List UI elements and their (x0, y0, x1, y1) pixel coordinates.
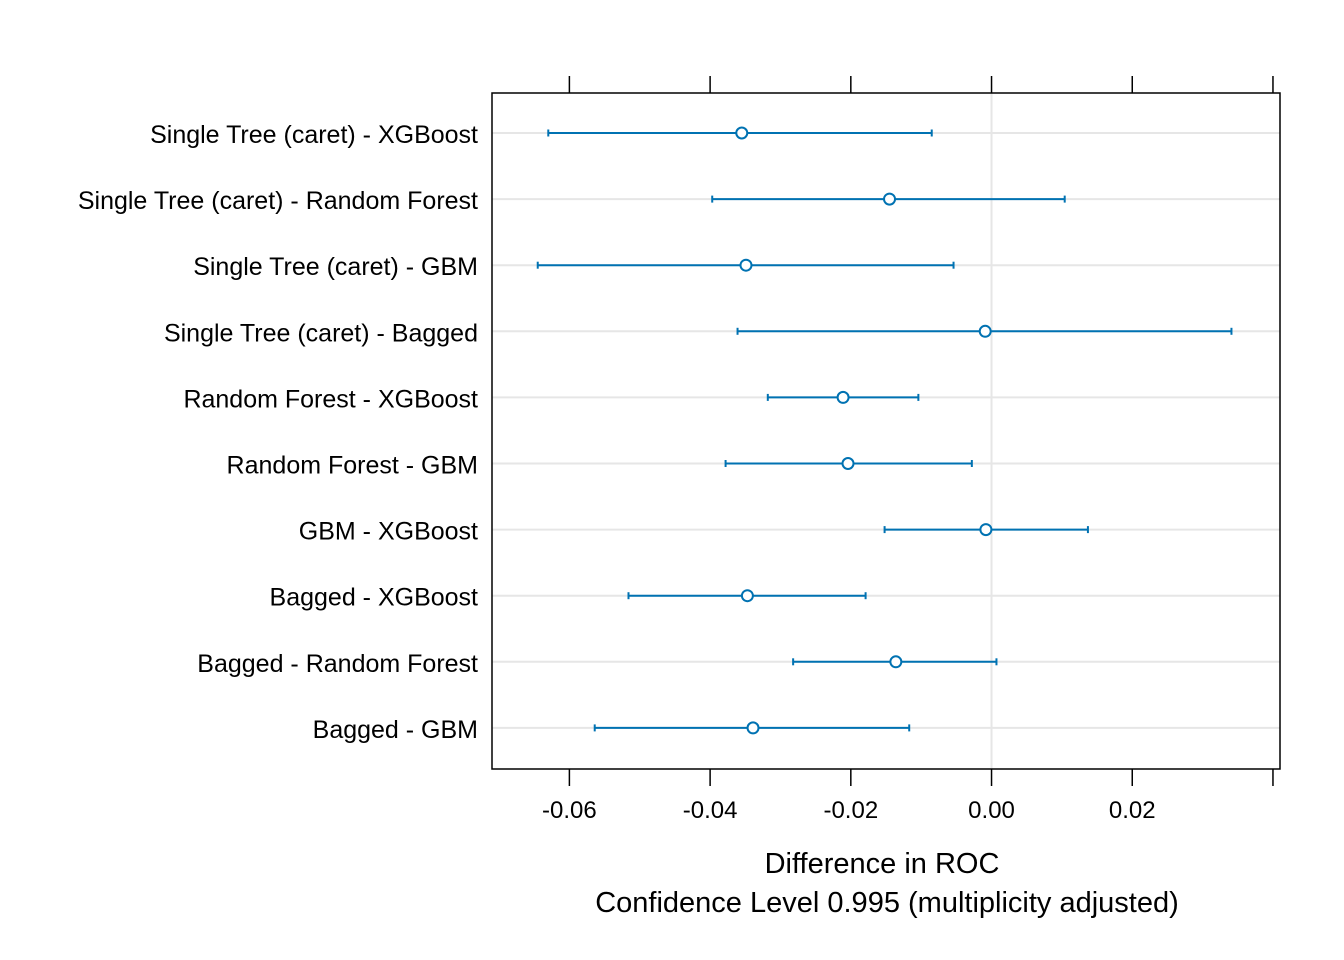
plot-frame (491, 92, 1281, 770)
x-tick-label: 0.02 (1109, 797, 1156, 824)
row-label: Single Tree (caret) - Bagged (164, 319, 478, 347)
x-tick-label: -0.02 (823, 797, 878, 824)
chart-subtitle: Confidence Level 0.995 (multiplicity adj… (595, 887, 1179, 919)
estimate-point (735, 126, 749, 140)
row-label: Bagged - Random Forest (197, 650, 478, 678)
row-label: Single Tree (caret) - XGBoost (150, 121, 478, 149)
x-tick-label: -0.06 (542, 797, 597, 824)
x-tick-label: -0.04 (683, 797, 738, 824)
row-label: Bagged - GBM (313, 716, 478, 744)
row-label: Random Forest - GBM (227, 452, 478, 480)
row-label: Single Tree (caret) - Random Forest (78, 187, 478, 215)
row-label: Bagged - XGBoost (270, 584, 479, 612)
estimate-point (979, 523, 993, 537)
row-label: Single Tree (caret) - GBM (193, 253, 478, 281)
x-tick-label: 0.00 (968, 797, 1015, 824)
estimate-point (746, 721, 760, 735)
estimate-point (740, 589, 754, 603)
estimate-point (836, 390, 850, 404)
estimate-point (889, 655, 903, 669)
estimate-point (739, 258, 753, 272)
row-label: GBM - XGBoost (299, 518, 478, 546)
estimate-point (841, 457, 855, 470)
estimate-point (883, 192, 897, 206)
row-label: Random Forest - XGBoost (183, 385, 478, 413)
estimate-point (978, 324, 992, 338)
x-axis-label: Difference in ROC (765, 848, 1000, 880)
